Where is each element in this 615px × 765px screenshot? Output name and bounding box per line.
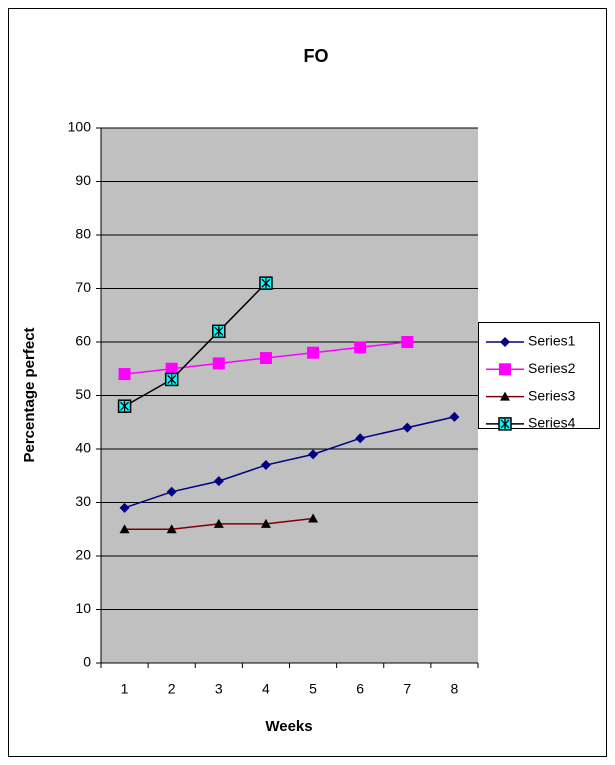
marker [213, 518, 224, 528]
marker [118, 368, 131, 381]
x-tick-label: 1 [121, 681, 129, 697]
marker-part [167, 374, 177, 385]
marker [166, 524, 177, 534]
legend [478, 322, 600, 429]
x-tick-label: 6 [356, 681, 364, 697]
marker [449, 411, 460, 422]
legend-label: Series3 [528, 387, 576, 403]
marker [212, 324, 226, 339]
y-tick-label: 0 [83, 654, 91, 670]
marker [498, 417, 512, 431]
marker [401, 336, 414, 348]
marker [402, 422, 413, 433]
y-tick-label: 50 [75, 386, 91, 402]
y-tick-label: 40 [75, 440, 91, 456]
x-tick-label: 7 [403, 681, 411, 697]
marker [119, 502, 130, 513]
x-tick-label: 5 [309, 681, 317, 697]
y-tick-label: 60 [75, 333, 91, 349]
marker [308, 449, 319, 460]
marker [166, 486, 177, 497]
marker [308, 513, 319, 523]
marker [260, 460, 271, 471]
y-tick-label: 70 [75, 279, 91, 295]
chart-title: FO [304, 46, 329, 66]
y-tick-label: 80 [75, 226, 91, 242]
marker [213, 476, 224, 487]
marker [164, 372, 179, 387]
marker [499, 363, 511, 376]
marker [259, 352, 272, 365]
marker [119, 524, 130, 534]
x-tick-label: 4 [262, 681, 270, 697]
marker [355, 433, 366, 444]
marker [354, 341, 367, 354]
marker-part [214, 326, 224, 337]
y-tick-label: 100 [68, 119, 92, 135]
legend-label: Series4 [528, 415, 576, 431]
marker [259, 276, 273, 290]
y-tick-label: 90 [75, 172, 91, 188]
y-axis-label: Percentage perfect [21, 327, 38, 462]
x-tick-label: 8 [451, 681, 459, 697]
marker [260, 518, 271, 528]
x-tick-label: 3 [215, 681, 223, 697]
marker [165, 362, 178, 375]
x-tick-label: 2 [168, 681, 176, 697]
y-tick-label: 10 [75, 600, 91, 616]
marker [117, 399, 132, 413]
marker [500, 391, 510, 401]
y-tick-label: 30 [75, 493, 91, 509]
y-tick-label: 20 [75, 547, 91, 563]
legend-label: Series1 [528, 333, 576, 349]
marker [307, 346, 320, 359]
marker-part [120, 401, 130, 412]
marker [212, 357, 225, 370]
series-line [124, 416, 455, 509]
marker [500, 337, 510, 347]
marker-part [261, 278, 271, 289]
legend-label: Series2 [528, 360, 576, 376]
series-line [124, 282, 267, 407]
x-axis-label: Weeks [265, 718, 312, 735]
marker-part [500, 418, 510, 429]
